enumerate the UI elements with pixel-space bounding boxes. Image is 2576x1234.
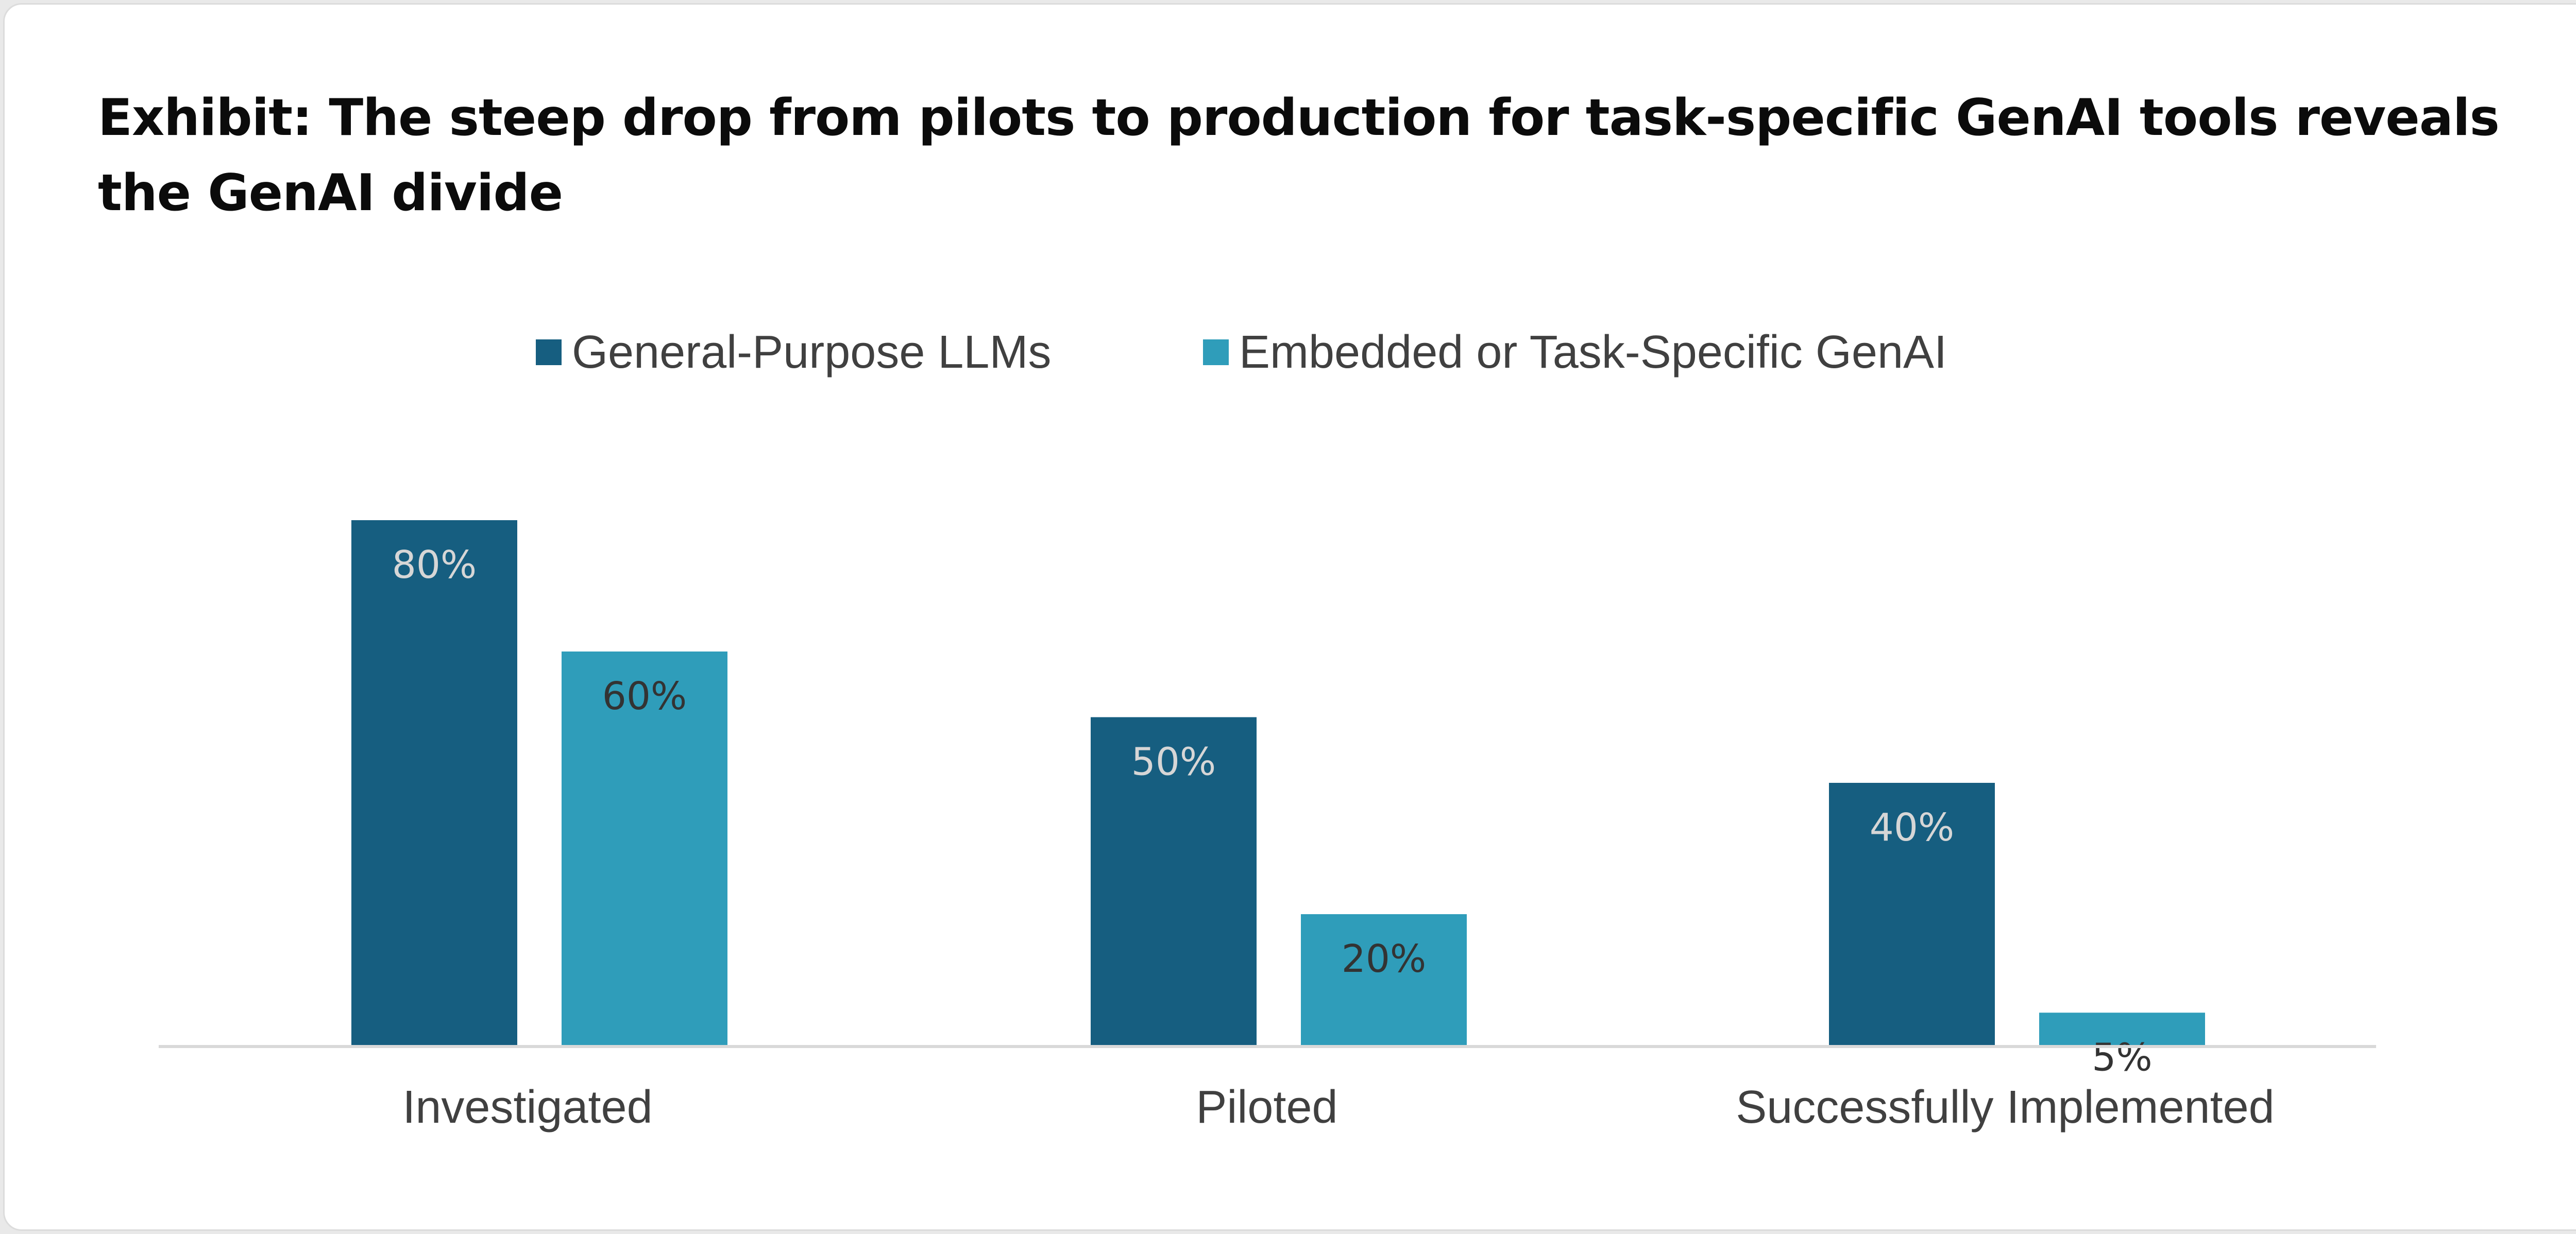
data-label-embedded-or-task-specific-genai-piloted: 20% (1342, 937, 1426, 981)
legend-label-task-specific: Embedded or Task-Specific GenAI (1239, 326, 1947, 378)
legend-item-task-specific: Embedded or Task-Specific GenAI (1203, 321, 1947, 383)
chart-title: Exhibit: The steep drop from pilots to p… (98, 89, 2500, 222)
bar-general-purpose-llms-successfully-implemented (1829, 783, 1995, 1046)
legend-swatch-task-specific (1203, 339, 1229, 365)
chart-legend: General-Purpose LLMs Embedded or Task-Sp… (0, 321, 2576, 383)
data-label-general-purpose-llms-investigated: 80% (392, 543, 477, 587)
data-label-general-purpose-llms-successfully-implemented: 40% (1870, 805, 1954, 850)
bar-embedded-or-task-specific-genai-piloted (1301, 914, 1467, 1046)
legend-item-general-purpose: General-Purpose LLMs (536, 321, 1051, 383)
bar-general-purpose-llms-piloted (1091, 717, 1257, 1046)
data-label-general-purpose-llms-piloted: 50% (1131, 740, 1216, 784)
x-tick-label-investigated: Investigated (402, 1082, 652, 1133)
bar-general-purpose-llms-investigated (351, 520, 517, 1046)
legend-swatch-general-purpose (536, 339, 562, 365)
x-tick-label-piloted: Piloted (1196, 1082, 1337, 1133)
data-label-embedded-or-task-specific-genai-successfully-implemented: 5% (2092, 1035, 2152, 1079)
legend-label-general-purpose: General-Purpose LLMs (572, 326, 1052, 378)
bar-embedded-or-task-specific-genai-successfully-implemented (2039, 1013, 2205, 1046)
x-tick-label-successfully-implemented: Successfully Implemented (1736, 1082, 2274, 1133)
bar-embedded-or-task-specific-genai-investigated (562, 652, 727, 1046)
data-label-embedded-or-task-specific-genai-investigated: 60% (602, 674, 687, 718)
